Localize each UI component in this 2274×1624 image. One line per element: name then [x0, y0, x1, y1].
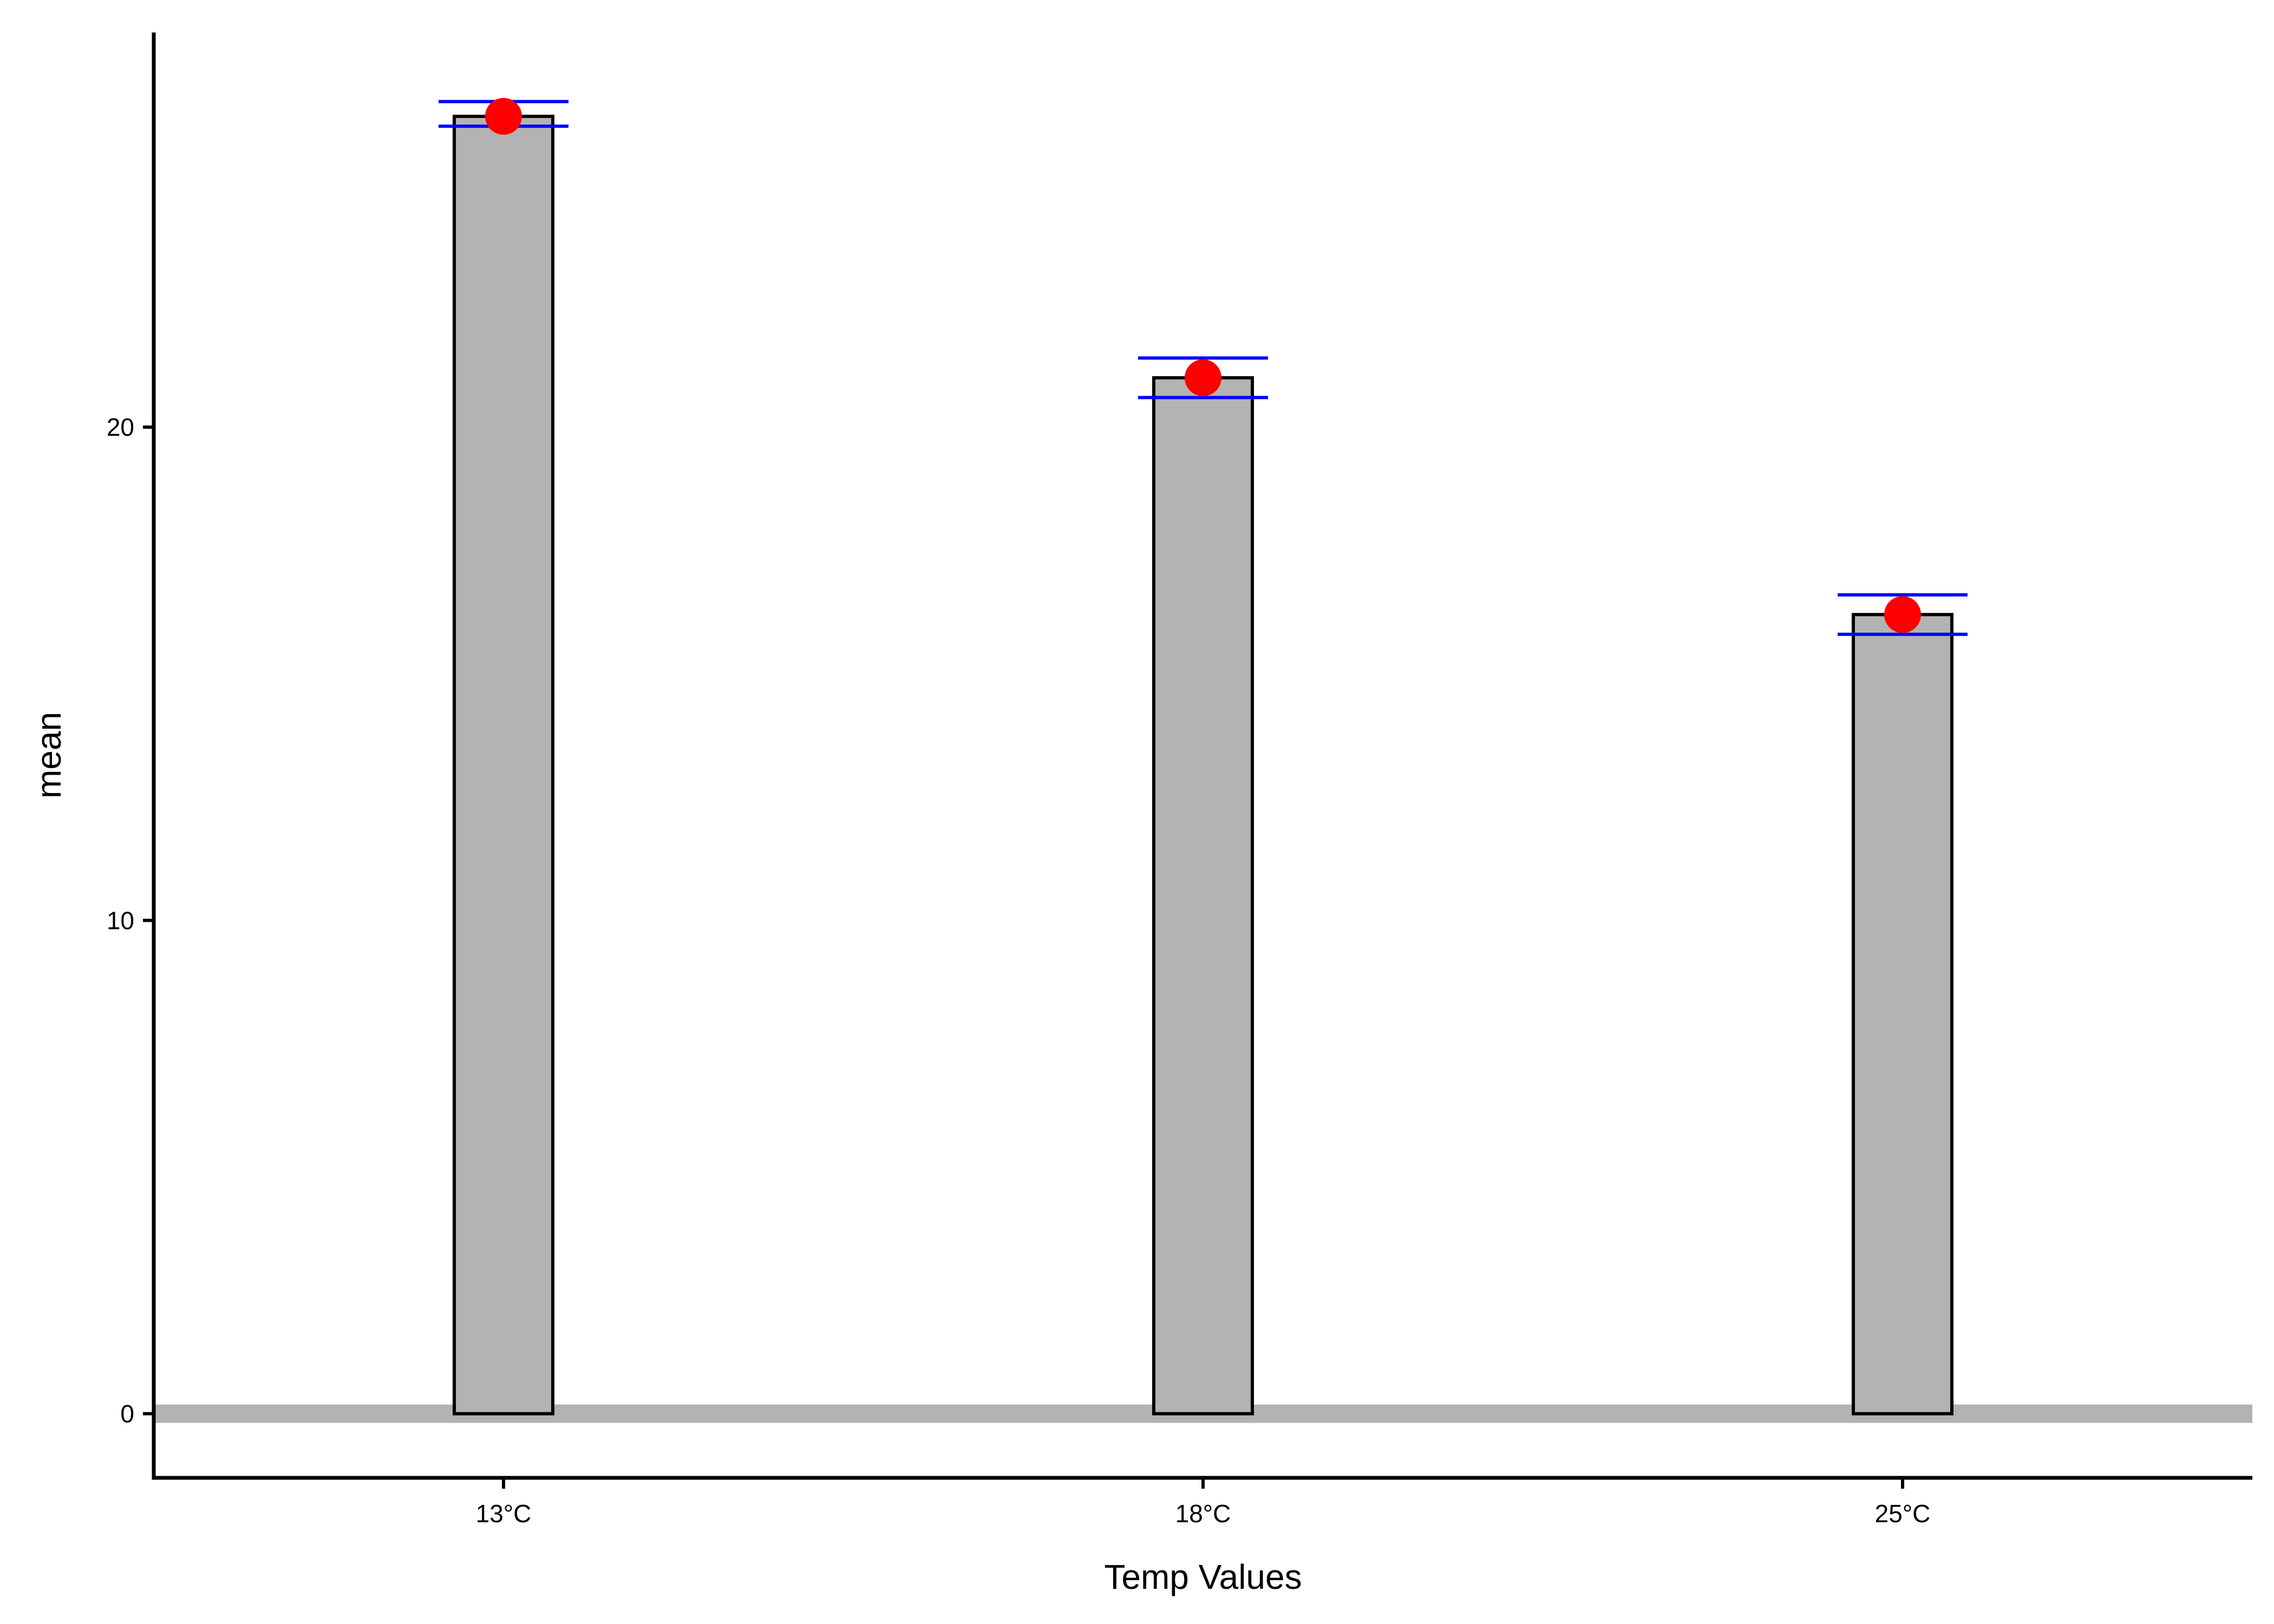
- bars: [453, 114, 1953, 1416]
- mean-point-2: [1884, 596, 1921, 633]
- x-tick-label-0: 13°C: [476, 1499, 532, 1528]
- ticks: 13°C 18°C 25°C 0 10 20: [107, 413, 1931, 1528]
- x-axis-title: Temp Values: [1104, 1557, 1302, 1596]
- y-tick-label-1: 10: [107, 906, 134, 934]
- y-tick-label-2: 20: [107, 413, 134, 441]
- mean-point-1: [1185, 359, 1221, 396]
- mean-point-0: [485, 97, 522, 135]
- y-axis-title: mean: [29, 712, 68, 798]
- bar-2: [1852, 613, 1953, 1416]
- bar-0: [453, 114, 554, 1416]
- x-tick-label-2: 25°C: [1875, 1499, 1931, 1528]
- mean-points: [485, 97, 1921, 633]
- bar-1: [1152, 376, 1254, 1416]
- x-tick-label-1: 18°C: [1175, 1499, 1231, 1528]
- y-tick-label-0: 0: [120, 1400, 134, 1428]
